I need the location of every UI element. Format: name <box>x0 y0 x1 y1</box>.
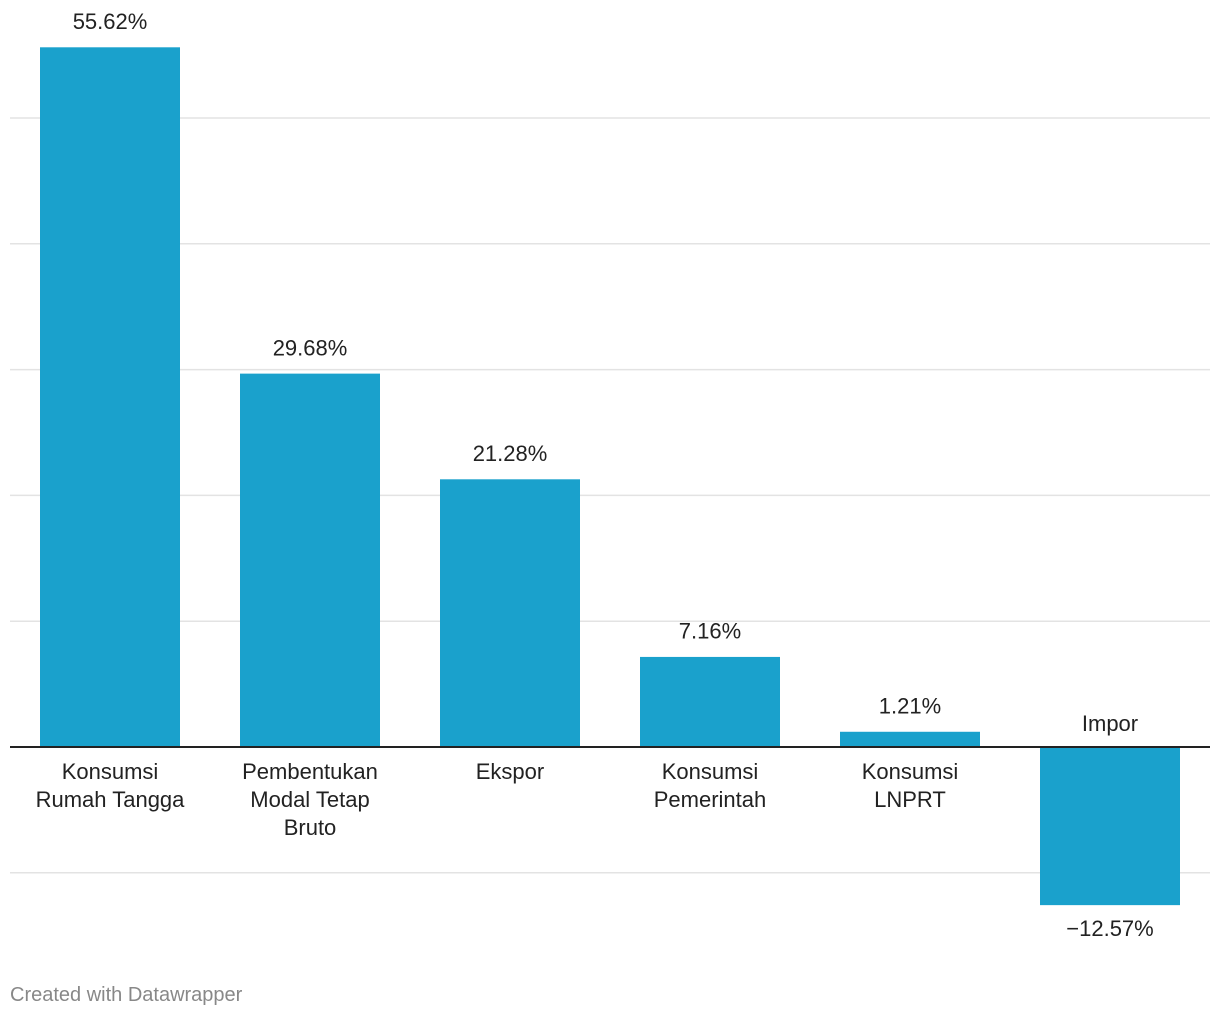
x-tick-label: Konsumsi Rumah Tangga <box>35 759 185 812</box>
value-label: −12.57% <box>1066 916 1153 941</box>
bar <box>240 373 380 747</box>
value-label: 7.16% <box>679 619 741 644</box>
bar <box>840 731 980 747</box>
x-tick-label: Impor <box>1081 711 1139 736</box>
value-label: 55.62% <box>73 9 148 34</box>
bar <box>1040 747 1180 906</box>
x-tick-label: Ekspor <box>475 759 545 784</box>
x-tick-label: Konsumsi Pemerintah <box>653 759 767 812</box>
bar <box>440 479 580 747</box>
footer: Created with Datawrapper <box>10 984 243 1006</box>
x-tick-label: Konsumsi LNPRT <box>861 759 959 812</box>
value-label: 1.21% <box>879 694 941 719</box>
x-tick-label: Pembentukan Modal Tetap Bruto <box>242 759 378 840</box>
bar <box>640 656 780 747</box>
value-label: 21.28% <box>473 441 548 466</box>
value-label: 29.68% <box>273 335 348 360</box>
bar <box>40 47 180 747</box>
